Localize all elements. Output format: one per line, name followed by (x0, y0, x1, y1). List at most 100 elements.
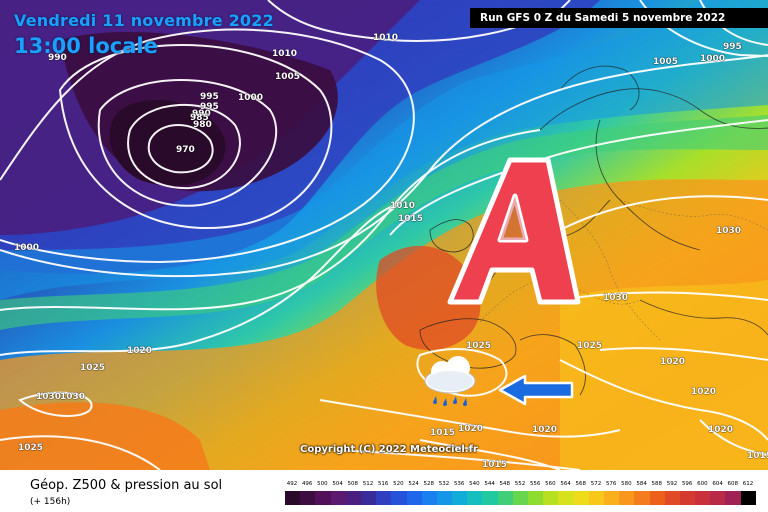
pressure-label: 970 (176, 145, 195, 155)
scale-value: 536 (453, 481, 465, 487)
scale-swatch (740, 491, 756, 505)
legend-title: Géop. Z500 & pression au sol (30, 478, 223, 493)
pressure-label: 1015 (430, 428, 456, 438)
weather-map: 990 1010 1010 995 1005 1000 995 995 990 … (0, 0, 768, 470)
pressure-label: 985 (190, 113, 209, 123)
legend-subtitle: (+ 156h) (30, 497, 71, 507)
scale-value: 504 (332, 481, 343, 487)
scale-value: 560 (545, 481, 556, 487)
pressure-label: 1000 (238, 93, 264, 103)
forecast-time: 13:00 locale (14, 34, 158, 58)
scale-value: 612 (742, 481, 754, 487)
pressure-label: 1015 (398, 214, 424, 224)
pressure-label: 1030 (603, 293, 629, 303)
scale-value: 572 (590, 481, 602, 487)
scale-swatch (558, 491, 574, 505)
pressure-label: 1000 (700, 54, 726, 64)
pressure-label: 1010 (373, 33, 399, 43)
scale-swatch (391, 491, 407, 505)
scale-swatch (679, 491, 696, 505)
pressure-label: 990 (48, 53, 67, 63)
scale-value: 564 (560, 481, 571, 487)
scale-swatch (619, 491, 635, 505)
pressure-label: 1025 (466, 341, 492, 351)
scale-swatch (710, 491, 726, 505)
scale-swatch (725, 491, 741, 505)
scale-swatch (345, 491, 361, 505)
arrow-left-icon (498, 374, 574, 406)
scale-value: 584 (636, 481, 647, 487)
scale-swatch (452, 491, 468, 505)
pressure-label: 1015 (482, 460, 508, 470)
copyright: Copyright (C) 2022 Meteociel.fr (300, 444, 478, 455)
pressure-label: 980 (193, 120, 212, 130)
scale-value: 580 (621, 481, 632, 487)
pressure-label: 1020 (691, 387, 717, 397)
scale-swatch (482, 491, 498, 505)
pressure-label: 1025 (80, 363, 106, 373)
scale-swatch (315, 491, 331, 505)
pressure-label: 1020 (708, 425, 734, 435)
pressure-label: 995 (200, 102, 219, 112)
scale-swatch (543, 491, 559, 505)
scale-value: 540 (469, 481, 480, 487)
scale-swatch (695, 491, 711, 505)
pressure-label: 1005 (653, 57, 679, 67)
pressure-label: 1030 (716, 226, 742, 236)
scale-swatch (421, 491, 437, 505)
scale-swatch (512, 491, 528, 505)
pressure-label: 1000 (14, 243, 40, 253)
pressure-label: 1010 (272, 49, 298, 59)
pressure-label: 1020 (532, 425, 558, 435)
scale-value: 552 (514, 481, 526, 487)
pressure-label: 990 (192, 109, 211, 119)
cloud-rain-icon (424, 356, 476, 406)
scale-value: 600 (697, 481, 708, 487)
scale-swatch (649, 491, 665, 505)
pressure-label: 995 (723, 42, 742, 52)
model-run-banner: Run GFS 0 Z du Samedi 5 novembre 2022 (470, 8, 768, 28)
scale-swatch (285, 491, 301, 505)
pressure-label: 1010 (390, 201, 416, 211)
scale-swatch (634, 491, 650, 505)
scale-swatch (528, 491, 544, 505)
scale-value: 568 (575, 481, 587, 487)
scale-swatch (603, 491, 620, 505)
pressure-label: 1025 (577, 341, 603, 351)
scale-value: 512 (362, 481, 374, 487)
pressure-label: 1020 (660, 357, 686, 367)
scale-value: 524 (408, 481, 419, 487)
scale-swatch (376, 491, 392, 505)
scale-value: 604 (712, 481, 723, 487)
scale-value: 608 (727, 481, 739, 487)
anticyclone-symbol (447, 157, 581, 305)
pressure-label: 1005 (275, 72, 301, 82)
pressure-label: 1025 (18, 443, 44, 453)
pressure-label: 1030 (60, 392, 86, 402)
scale-swatch (467, 491, 483, 505)
scale-value: 532 (438, 481, 450, 487)
scale-swatch (664, 491, 680, 505)
scale-value: 500 (317, 481, 328, 487)
scale-value: 556 (529, 481, 541, 487)
scale-value: 520 (393, 481, 404, 487)
scale-swatch (360, 491, 377, 505)
forecast-date: Vendredi 11 novembre 2022 (14, 11, 274, 30)
scale-swatch (573, 491, 589, 505)
scale-value: 508 (347, 481, 359, 487)
scale-value: 576 (605, 481, 617, 487)
color-scale (285, 491, 756, 505)
scale-swatch (300, 491, 316, 505)
scale-value: 548 (499, 481, 511, 487)
pressure-label: 1030 (36, 392, 62, 402)
pressure-label: 995 (200, 92, 219, 102)
scale-swatch (497, 491, 513, 505)
scale-value: 516 (377, 481, 389, 487)
pressure-label: 1020 (127, 346, 153, 356)
scale-value: 544 (484, 481, 495, 487)
scale-swatch (330, 491, 346, 505)
legend: Géop. Z500 & pression au sol (+ 156h) 49… (0, 470, 768, 512)
map-canvas (0, 0, 768, 470)
scale-swatch (406, 491, 422, 505)
scale-value: 492 (286, 481, 298, 487)
